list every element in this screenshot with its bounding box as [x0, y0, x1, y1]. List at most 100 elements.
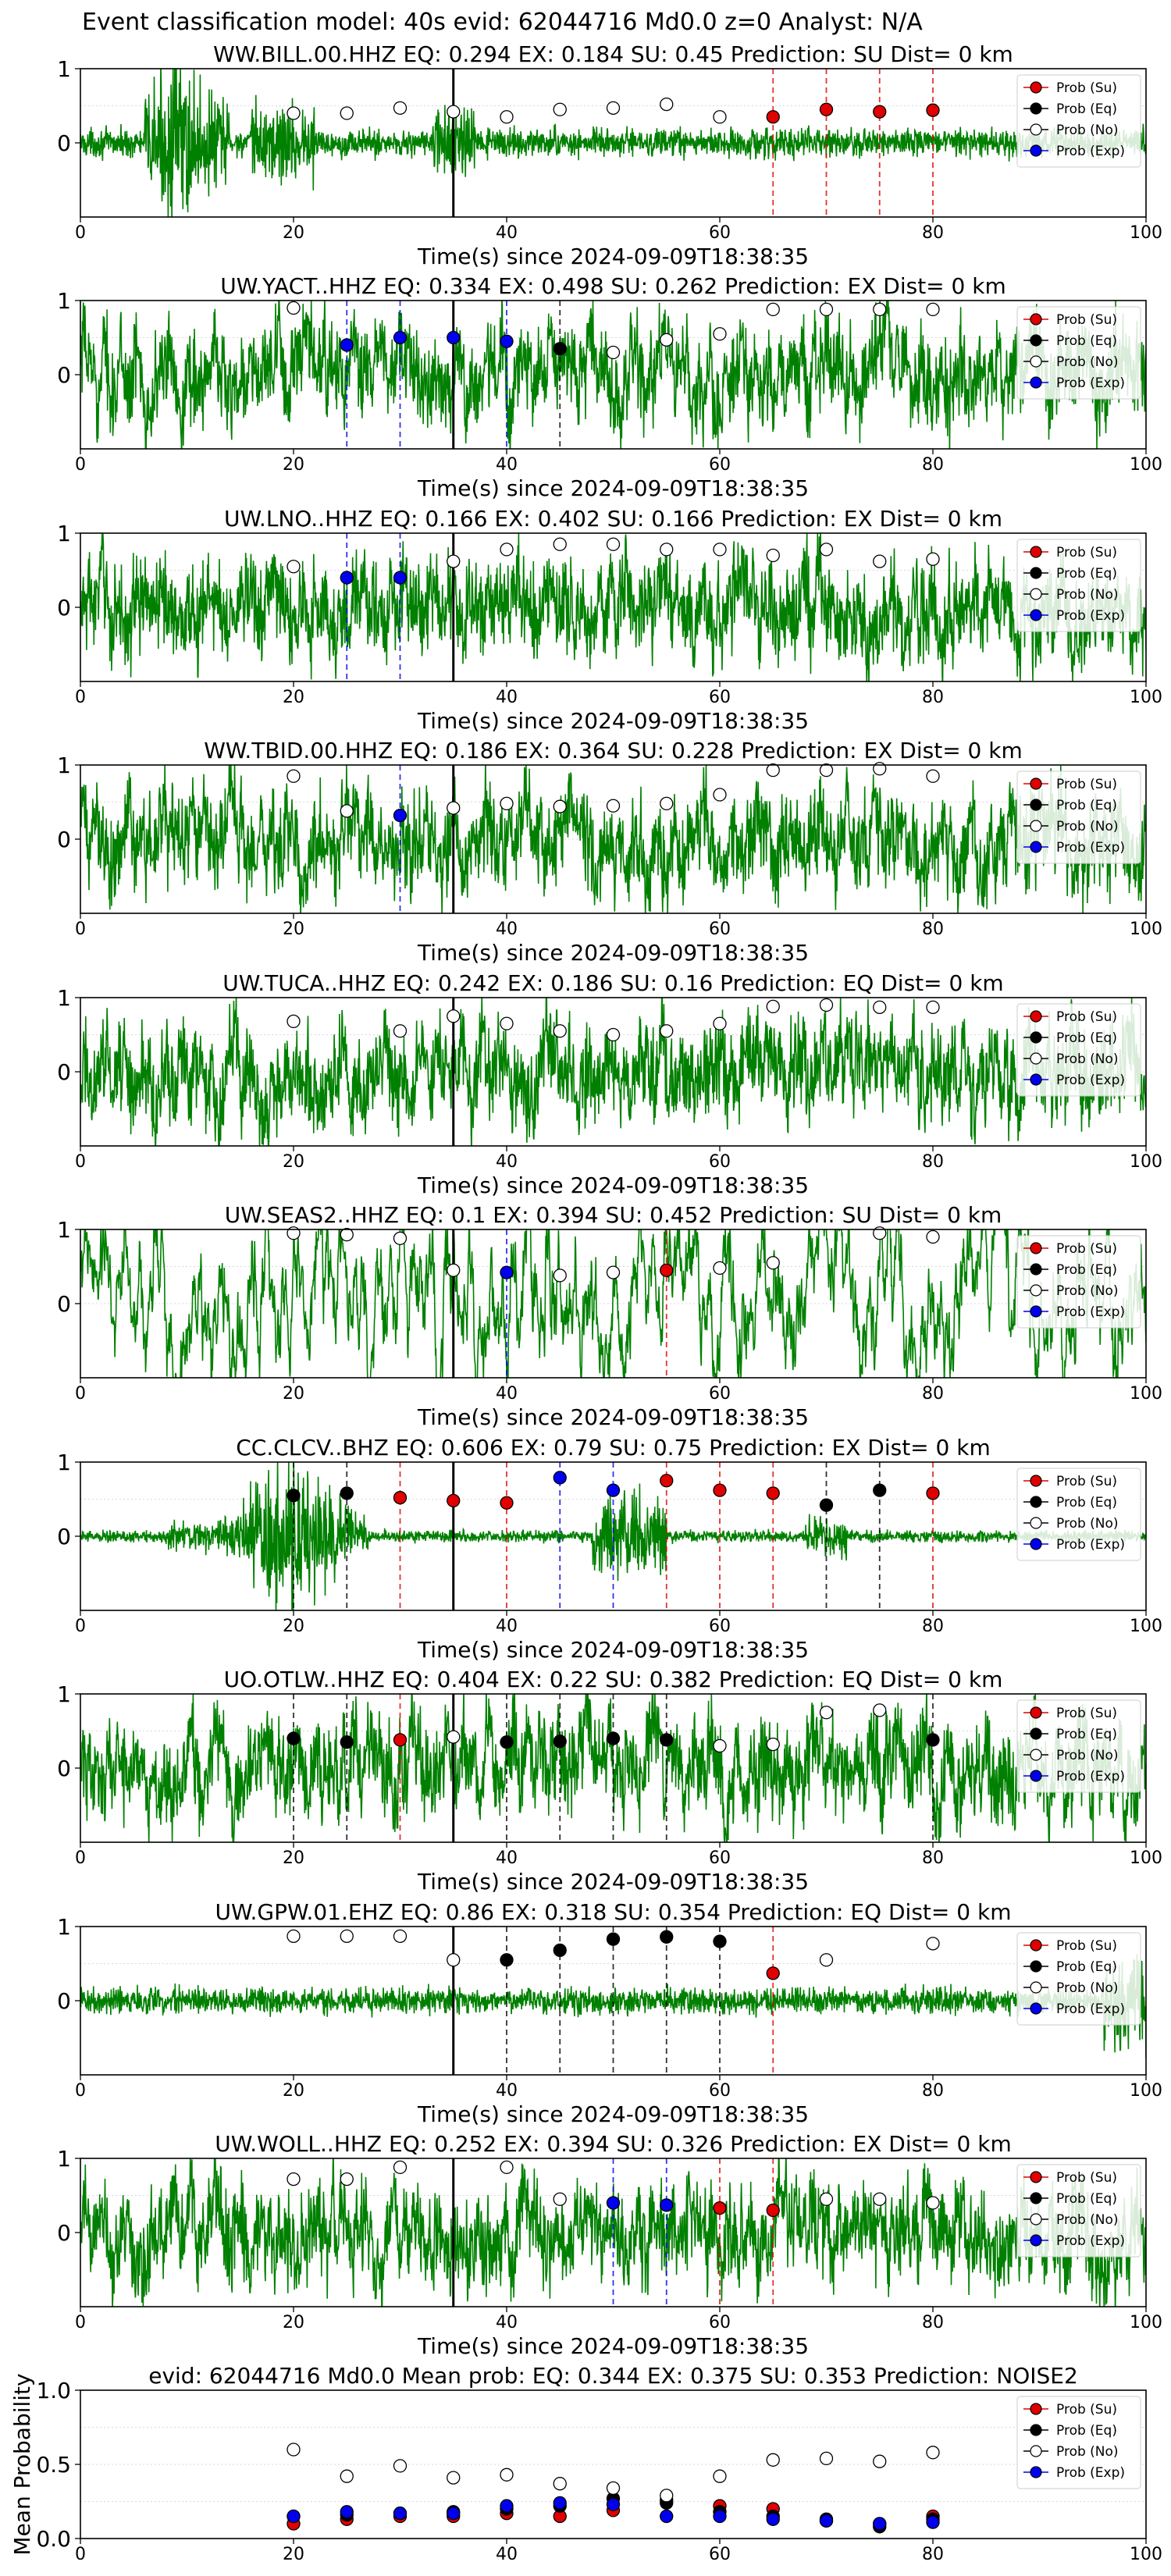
x-tick-label: 0 — [75, 2545, 86, 2564]
prob-marker — [873, 1226, 887, 1240]
y-tick-label: 1 — [57, 288, 71, 314]
chart-title: UW.TUCA..HHZ EQ: 0.242 EX: 0.186 SU: 0.1… — [222, 970, 1003, 996]
legend-marker — [1030, 1749, 1042, 1761]
mean-prob-point — [287, 2443, 301, 2457]
legend-marker — [1030, 2213, 1042, 2226]
legend-label: Prob (No) — [1056, 1283, 1119, 1299]
legend-marker — [1030, 2171, 1042, 2183]
legend-label: Prob (Eq) — [1056, 1495, 1117, 1510]
legend-box — [1016, 1699, 1141, 1793]
legend-label: Prob (Exp) — [1056, 1769, 1125, 1784]
x-tick-label: 80 — [922, 1384, 944, 1404]
prob-marker — [873, 762, 887, 776]
prob-marker — [287, 1014, 301, 1029]
prob-marker — [553, 537, 567, 551]
y-tick-label: 0 — [57, 1988, 71, 2014]
x-tick-label: 100 — [1130, 688, 1162, 707]
x-tick-label: 20 — [283, 920, 304, 939]
x-tick-label: 80 — [922, 455, 944, 475]
legend-label: Prob (Su) — [1056, 1474, 1117, 1489]
x-tick-label: 100 — [1130, 223, 1162, 243]
prob-marker — [287, 560, 301, 574]
prob-marker — [713, 2201, 727, 2215]
legend: Prob (Su) Prob (Eq) Prob (No) Prob (Exp) — [1016, 539, 1141, 632]
legend-label: Prob (Eq) — [1056, 1727, 1117, 1742]
prob-marker — [393, 571, 408, 585]
prob-marker — [340, 338, 354, 352]
x-tick-label: 60 — [709, 1152, 731, 1172]
legend-marker — [1030, 376, 1042, 389]
chart-panel: UW.SEAS2..HHZ EQ: 0.1 EX: 0.394 SU: 0.45… — [57, 1202, 1162, 1430]
legend-box — [1016, 770, 1141, 864]
prob-marker — [713, 1934, 727, 1948]
prob-marker — [819, 302, 834, 317]
legend: Prob (Su) Prob (Eq) Prob (No) Prob (Exp) — [1016, 2164, 1141, 2258]
y-tick-label: 0 — [57, 1756, 71, 1781]
prob-marker — [340, 2172, 354, 2186]
prob-marker — [447, 554, 461, 568]
x-tick-label: 60 — [709, 2313, 731, 2332]
legend-label: Prob (No) — [1056, 123, 1119, 138]
chart-panel: UW.YACT..HHZ EQ: 0.334 EX: 0.498 SU: 0.2… — [57, 273, 1162, 501]
chart-panel: UW.GPW.01.EHZ EQ: 0.86 EX: 0.318 SU: 0.3… — [57, 1899, 1162, 2127]
legend-box — [1016, 1932, 1141, 2026]
prob-marker — [287, 301, 301, 315]
legend-label: Prob (Exp) — [1056, 1073, 1125, 1088]
prob-marker — [660, 1930, 674, 1944]
prob-marker — [766, 763, 780, 777]
mean-prob-point — [553, 2477, 567, 2491]
x-tick-label: 20 — [283, 1617, 304, 1636]
y-tick-label: 0 — [57, 2220, 71, 2246]
waveform-line — [80, 1954, 1146, 2059]
x-tick-label: 60 — [709, 2545, 731, 2564]
legend-marker — [1030, 567, 1042, 579]
legend-box — [1016, 1003, 1141, 1097]
legend-label: Prob (Exp) — [1056, 2233, 1125, 2249]
legend-marker — [1030, 777, 1042, 790]
x-tick-label: 20 — [283, 1152, 304, 1172]
x-tick-label: 40 — [496, 1617, 518, 1636]
chart-panel: UO.OTLW..HHZ EQ: 0.404 EX: 0.22 SU: 0.38… — [57, 1667, 1162, 1895]
legend-marker — [1030, 1284, 1042, 1297]
legend-label: Prob (Exp) — [1056, 2465, 1125, 2481]
chart-title: UO.OTLW..HHZ EQ: 0.404 EX: 0.22 SU: 0.38… — [224, 1667, 1003, 1692]
prob-marker — [500, 1265, 514, 1279]
x-tick-label: 20 — [283, 2545, 304, 2564]
legend-marker — [1030, 1939, 1042, 1952]
mean-prob-point — [819, 2451, 834, 2466]
legend: Prob (Su) Prob (Eq) Prob (No) Prob (Exp) — [1016, 1699, 1141, 1793]
prob-marker — [340, 1929, 354, 1944]
mean-prob-point — [926, 2446, 940, 2460]
x-tick-label: 80 — [922, 2081, 944, 2101]
prob-marker — [766, 1737, 780, 1752]
x-tick-label: 60 — [709, 1848, 731, 1868]
x-tick-label: 0 — [75, 2313, 86, 2332]
x-axis-label: Time(s) since 2024-09-09T18:38:35 — [417, 940, 809, 966]
prob-marker — [713, 110, 727, 124]
prob-marker — [926, 1486, 940, 1500]
legend-label: Prob (Su) — [1056, 545, 1117, 560]
legend-marker — [1030, 1475, 1042, 1487]
legend-box — [1016, 1235, 1141, 1329]
prob-marker — [606, 101, 621, 116]
prob-marker — [713, 327, 727, 341]
x-tick-label: 40 — [496, 455, 518, 475]
x-tick-label: 0 — [75, 920, 86, 939]
prob-marker — [447, 1730, 461, 1744]
prob-marker — [393, 2160, 408, 2175]
x-tick-label: 100 — [1130, 1848, 1162, 1868]
prob-marker — [873, 302, 887, 317]
mean-prob-point — [660, 2489, 674, 2503]
mean-prob-point — [606, 2481, 621, 2496]
prob-marker — [606, 345, 621, 360]
x-tick-label: 100 — [1130, 1384, 1162, 1404]
legend-label: Prob (Su) — [1056, 2170, 1117, 2186]
y-tick-label: 0 — [57, 595, 71, 621]
mean-prob-point — [393, 2459, 408, 2473]
y-tick-label: 1 — [57, 753, 71, 778]
y-tick-label: 1 — [57, 1681, 71, 1707]
prob-marker — [287, 769, 301, 783]
prob-marker — [340, 1228, 354, 1242]
prob-marker — [926, 769, 940, 783]
y-tick-label: 1 — [57, 1914, 71, 1940]
